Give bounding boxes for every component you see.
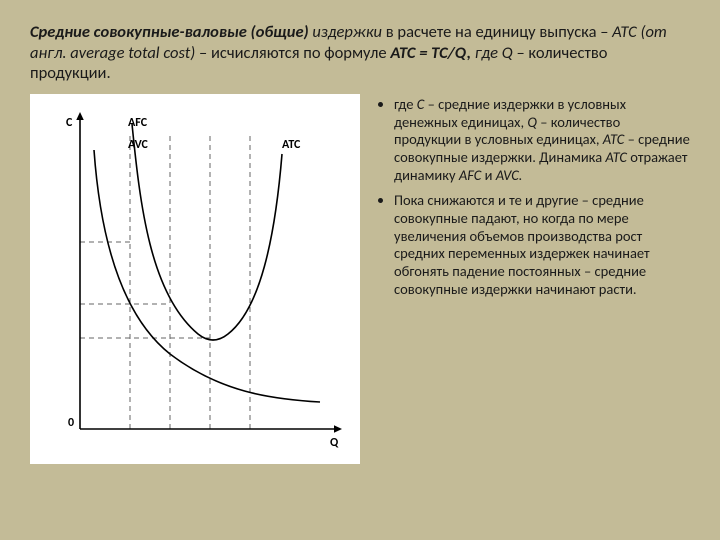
title-block: Средние совокупные-валовые (общие) издер… bbox=[30, 22, 690, 84]
chart: C Q 0 AFC AVC ATC bbox=[30, 94, 360, 464]
title-p1: Средние совокупные-валовые (общие) bbox=[30, 22, 309, 42]
chart-label-atc: ATC bbox=[282, 138, 300, 152]
chart-svg bbox=[30, 94, 360, 464]
bullet-text-run: ATC bbox=[603, 130, 625, 148]
content-row: C Q 0 AFC AVC ATC где C – средние издержки в … bbox=[30, 94, 690, 464]
chart-label-origin: 0 bbox=[68, 416, 74, 430]
bullet-item: Пока снижаются и те и другие – средние с… bbox=[394, 192, 690, 298]
bullet-text-run: Q bbox=[527, 113, 537, 131]
chart-label-afc: AFC bbox=[128, 116, 147, 130]
bullets: где C – средние издержки в условных дене… bbox=[374, 94, 690, 464]
bullet-text-run: и bbox=[481, 166, 495, 184]
chart-label-y_axis: C bbox=[66, 116, 72, 130]
title-p2: издержки bbox=[309, 22, 382, 42]
title-p3: в расчете на единицу выпуска – bbox=[382, 22, 612, 42]
bullet-item: где C – средние издержки в условных дене… bbox=[394, 96, 690, 184]
bullet-text-run: ATC bbox=[605, 148, 627, 166]
bullet-text-run: AVC. bbox=[496, 166, 523, 184]
chart-label-avc: AVC bbox=[128, 138, 148, 152]
title-p7: где Q bbox=[471, 43, 513, 63]
bullet-text-run: Пока снижаются и те и другие – средние с… bbox=[394, 191, 650, 297]
bullet-text-run: где bbox=[394, 95, 417, 113]
bullet-text-run: AFC bbox=[459, 166, 482, 184]
chart-label-x_axis: Q bbox=[330, 436, 338, 450]
title-p5: – исчисляются по формуле bbox=[195, 43, 390, 63]
title-p6: ATC = TC/Q, bbox=[390, 43, 471, 63]
